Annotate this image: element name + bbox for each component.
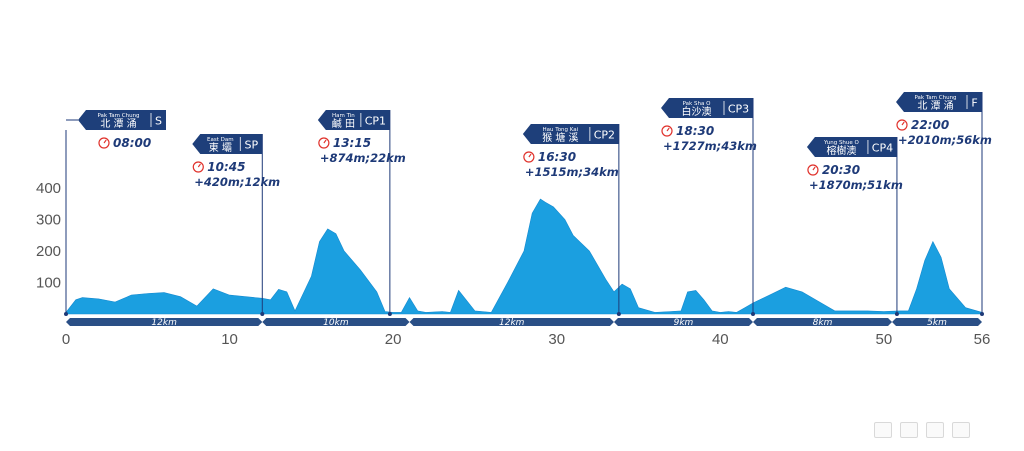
checkpoint-name-zh: 白沙澳 [682,105,712,118]
share-icon[interactable] [952,422,970,438]
checkpoint-name-en: Hau Tong Kai [543,127,579,133]
checkpoint-name-en: Pak Tam Chung [914,95,956,101]
checkpoint-time: 10:45 [207,160,245,174]
x-tick-label: 50 [876,331,893,348]
checkpoint-stats: +2010m;56km [898,133,992,147]
distance-segment [892,318,982,326]
distance-segment-label: 10km [323,318,349,328]
y-tick-label: 300 [36,212,61,229]
checkpoint-name-en: Yung Shue O [823,140,860,146]
checkpoint-code: SP [244,139,258,152]
distance-segment [66,318,263,326]
checkpoint-name-zh: 東 壩 [209,141,232,154]
flag-banner [317,110,390,130]
clock-hand [666,127,670,132]
x-tick-label: 40 [712,331,729,348]
checkpoint-stats: +1727m;43km [663,139,757,153]
checkpoint-marker [751,312,755,316]
checkpoint-time: 16:30 [538,150,576,164]
checkpoint-name-en: East Dam [207,137,234,143]
checkpoint-stats: +420m;12km [194,175,280,189]
checkpoint-name-zh: 北 潭 涌 [100,118,136,130]
checkpoint-code: CP3 [728,103,749,116]
clock-hand [197,163,201,168]
flag-banner [78,110,166,130]
checkpoint-time: 18:30 [676,124,714,138]
distance-segment-label: 12km [151,318,177,328]
x-tick-label: 20 [385,331,402,348]
download-icon[interactable] [900,422,918,438]
distance-segment [262,318,410,326]
x-axis-ticks: 0 10 20 30 40 50 56 [62,331,991,348]
fullscreen-icon[interactable] [874,422,892,438]
x-tick-label: 10 [221,331,238,348]
checkpoint-marker [387,312,392,316]
checkpoint-stats: +874m;22km [320,151,406,165]
distance-segment [409,318,614,326]
checkpoint-marker [894,312,899,316]
x-tick-label: 0 [62,331,70,348]
checkpoint-stats: +1870m;51km [809,178,903,192]
checkpoint-stats: +1515m;34km [525,165,619,179]
clock-hand [901,121,905,126]
flag-banner [806,137,897,157]
distance-segment-label: 8km [813,318,833,328]
checkpoint-marker [260,312,265,316]
checkpoint-marker [64,312,68,316]
distance-band: 12km 10km 12km 9km 8km 5km [66,318,982,328]
elevation-area [65,198,983,315]
flag-banner [896,92,982,112]
checkpoint-name-zh: 北 潭 涌 [917,100,953,112]
y-axis-ticks: 100 200 300 400 [36,180,61,292]
y-tick-label: 100 [36,275,61,292]
x-tick-label: 30 [548,331,565,348]
checkpoint-marker [980,312,984,316]
checkpoint-name-zh: 榕樹澳 [826,144,856,157]
checkpoint-name-en: Ham Tin [332,113,355,119]
checkpoint-name-en: Pak Sha O [683,101,711,107]
distance-segment-label: 5km [927,318,947,328]
checkpoint-code: F [971,97,977,110]
clock-hand [528,153,532,158]
checkpoint-code: CP1 [365,115,386,128]
checkpoint-time: 08:00 [113,136,151,150]
distance-segment [613,318,753,326]
checkpoint-marker [616,312,621,316]
x-tick-label: 56 [974,331,991,348]
checkpoint-code: CP2 [594,129,615,142]
flag-banner [522,124,619,144]
checkpoint-name-en: Pak Tam Chung [97,113,139,119]
viewer-toolbar [874,421,994,439]
flag-banner [192,134,263,154]
y-tick-label: 200 [36,243,61,260]
checkpoint-name-zh: 猴 塘 溪 [542,131,578,144]
zoom-icon[interactable] [926,422,944,438]
distance-segment [753,318,893,326]
flag-banner [661,98,753,118]
clock-hand [812,166,816,171]
clock-hand [103,139,107,144]
y-tick-label: 400 [36,180,61,197]
checkpoint-name-zh: 鹹 田 [332,117,355,130]
clock-hand [323,139,327,144]
checkpoint-time: 22:00 [911,118,949,132]
checkpoint-time: 13:15 [333,136,371,150]
checkpoint-code: CP4 [872,142,893,155]
checkpoint-code: S [155,115,162,128]
distance-segment-label: 12km [499,318,525,328]
profile-layer [65,198,983,315]
distance-segment-label: 9km [674,318,694,328]
checkpoint-time: 20:30 [822,163,860,177]
checkpoint-guide-lines [64,112,984,316]
